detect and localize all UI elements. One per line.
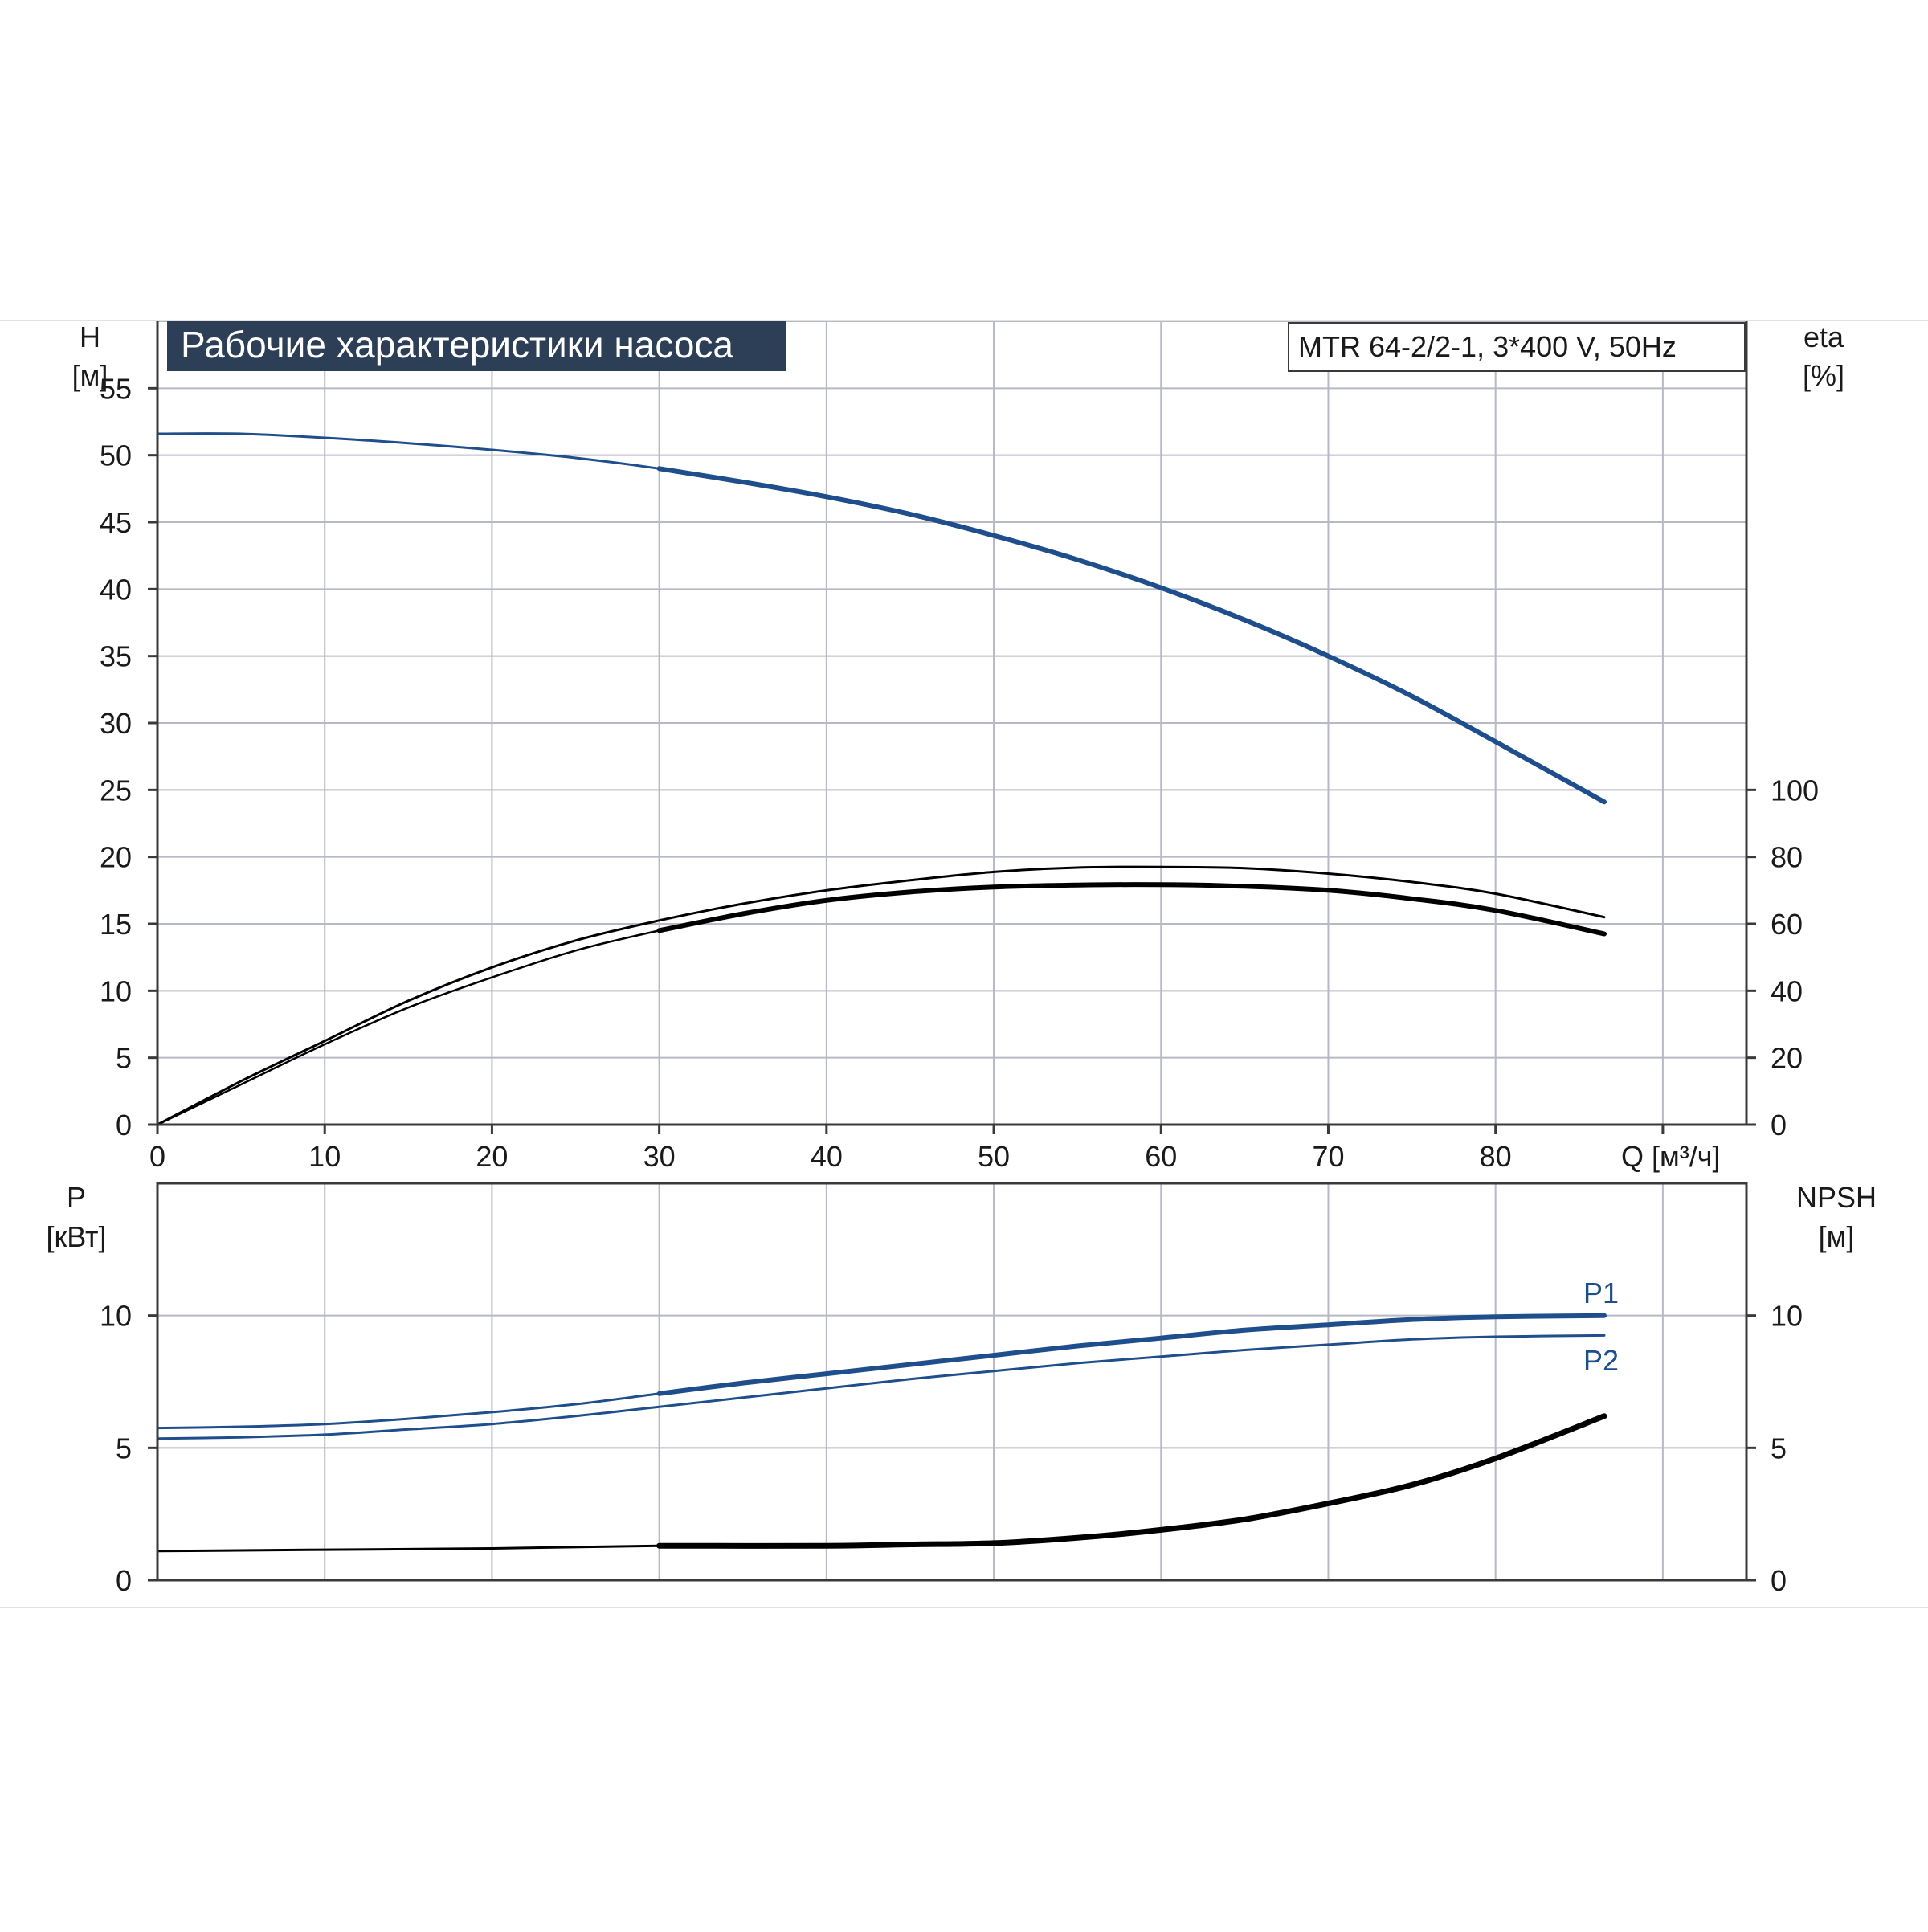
eta-curve-operating-range <box>656 882 1607 937</box>
x-tick-label: 60 <box>1145 1140 1177 1173</box>
h-tick-label: 10 <box>100 974 132 1007</box>
p2-series-label: P2 <box>1583 1344 1619 1377</box>
h-curve-operating-range <box>656 466 1607 805</box>
eta-tick-label: 40 <box>1771 974 1803 1007</box>
p-axis-label: P <box>67 1181 86 1214</box>
p1-curve-operating-range <box>656 1313 1607 1396</box>
x-tick-label: 40 <box>811 1140 843 1173</box>
npsh-tick-label: 0 <box>1771 1564 1787 1597</box>
npsh-axis-label: NPSH <box>1796 1181 1877 1214</box>
npsh-tick-label: 5 <box>1771 1432 1787 1464</box>
eta-curve-thin <box>156 865 1606 1126</box>
eta-axis-unit: [%] <box>1803 359 1844 392</box>
h-tick-label: 35 <box>100 640 132 673</box>
npsh-curve-operating-range <box>656 1413 1607 1549</box>
chart-subtitle: MTR 64-2/2-1, 3*400 V, 50Hz <box>1298 330 1677 363</box>
series-layer <box>156 432 1607 1553</box>
p2-curve <box>156 1334 1606 1440</box>
eta-curve <box>156 883 1606 1126</box>
eta-tick-label: 100 <box>1771 774 1819 807</box>
h-tick-label: 0 <box>116 1109 132 1142</box>
npsh-tick-label: 10 <box>1771 1300 1803 1333</box>
eta-axis-label: eta <box>1803 321 1844 353</box>
subtitle-box <box>1288 322 1746 372</box>
p-tick-label: 10 <box>100 1300 132 1333</box>
p-axis-unit: [кВт] <box>46 1220 106 1253</box>
x-axis-label: Q [м³/ч] <box>1621 1140 1721 1173</box>
lower-ticks: 0 5 10 0 5 10 <box>100 1300 1803 1597</box>
x-tick-label: 80 <box>1480 1140 1512 1173</box>
lower-plot-frame <box>156 1182 1748 1582</box>
h-tick-label: 40 <box>100 573 132 606</box>
h-tick-label: 55 <box>100 372 132 405</box>
eta-tick-label: 0 <box>1771 1109 1787 1142</box>
npsh-curve <box>156 1415 1606 1553</box>
p1-curve <box>156 1314 1606 1430</box>
x-tick-label: 10 <box>308 1140 341 1173</box>
x-tick-label: 20 <box>476 1140 508 1173</box>
npsh-axis-unit: [м] <box>1819 1220 1855 1253</box>
h-axis-unit: [м] <box>72 359 108 392</box>
title-box <box>167 321 786 371</box>
h-axis-label: H <box>80 321 100 353</box>
h-tick-label: 5 <box>116 1042 132 1075</box>
p-tick-label: 5 <box>116 1432 132 1464</box>
eta-tick-label: 20 <box>1771 1042 1803 1075</box>
upper-grid <box>157 321 1746 1125</box>
lower-grid <box>157 1183 1746 1580</box>
h-tick-label: 25 <box>100 774 132 807</box>
x-tick-label: 0 <box>149 1140 165 1173</box>
h-tick-label: 30 <box>100 707 132 740</box>
p1-series-label: P1 <box>1583 1276 1619 1309</box>
x-tick-label: 50 <box>978 1140 1010 1173</box>
eta-tick-label: 60 <box>1771 908 1803 941</box>
h-tick-label: 50 <box>100 439 132 472</box>
eta-tick-label: 80 <box>1771 841 1803 874</box>
x-tick-label: 70 <box>1312 1140 1344 1173</box>
h-tick-label: 20 <box>100 841 132 874</box>
h-tick-label: 45 <box>100 506 132 539</box>
upper-ticks: 0 10 20 30 40 50 60 70 80 0 5 10 15 20 25 30 35 40 45 50 55 0… <box>100 372 1819 1173</box>
x-tick-label: 30 <box>643 1140 676 1173</box>
h-tick-label: 15 <box>100 908 132 941</box>
h-curve <box>156 432 1606 803</box>
chart-title: Рабочие характеристики насоса <box>181 324 733 366</box>
p-tick-label: 0 <box>116 1564 132 1597</box>
upper-plot-frame <box>156 321 1748 1126</box>
